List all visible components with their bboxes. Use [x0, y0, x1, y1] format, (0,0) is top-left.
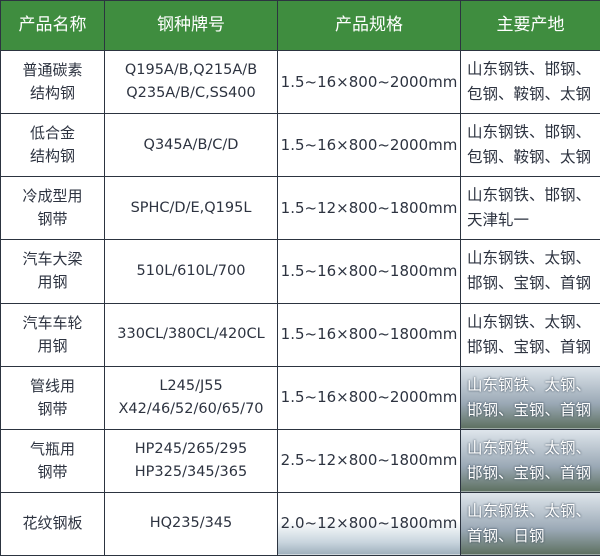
steel-grade-cell-line: X42/46/52/60/65/70: [118, 400, 264, 417]
steel-grade-cell-line: SPHC/D/E,Q195L: [130, 199, 252, 216]
origin-cell: 山东钢铁、邯钢、 包钢、鞍钢、太钢: [460, 49, 600, 115]
steel-grade-cell-line: Q345A/B/C/D: [143, 136, 239, 153]
header-product-spec: 产品规格: [277, 0, 461, 51]
origin-cell-line: 山东钢铁、邯钢、: [467, 186, 592, 205]
product-name-cell: 普通碳素 结构钢: [0, 49, 105, 115]
product-name-cell: 气瓶用 钢带: [0, 428, 105, 493]
product-name-cell-line: 钢带: [37, 462, 68, 481]
origin-cell-line: 山东钢铁、太钢、: [467, 438, 592, 457]
origin-cell-line: 邯钢、宝钢、首钢: [467, 337, 592, 356]
origin-cell: 山东钢铁、太钢、 邯钢、宝钢、首钢: [460, 239, 600, 304]
origin-cell-line: 山东钢铁、太钢、: [467, 312, 592, 331]
steel-grade-cell: L245/J55 X42/46/52/60/65/70: [104, 365, 278, 430]
origin-cell-line: 邯钢、宝钢、首钢: [467, 274, 592, 293]
steel-grade-cell: 510L/610L/700: [104, 239, 278, 304]
steel-grade-cell-line: HQ235/345: [149, 515, 233, 532]
steel-grade-cell: 330CL/380CL/420CL: [104, 302, 278, 367]
steel-grade-cell-line: HP245/265/295: [134, 440, 248, 457]
origin-cell: 山东钢铁、太钢、 邯钢、宝钢、首钢: [460, 302, 600, 367]
origin-cell: 山东钢铁、太钢、 首钢、日钢: [460, 491, 600, 556]
origin-cell-line: 山东钢铁、太钢、: [467, 501, 592, 520]
steel-grade-cell-line: Q195A/B,Q215A/B: [124, 62, 258, 79]
table-row: 低合金 结构钢 Q345A/B/C/D 1.5~16×800~2000mm 山东钢铁、邯…: [0, 113, 600, 178]
table-row: 汽车车轮用钢 330CL/380CL/420CL 1.5~16×800~1800mm…: [0, 302, 600, 367]
product-name-cell-line: 低合金: [29, 124, 75, 143]
origin-cell-line: 包钢、鞍钢、太钢: [467, 148, 592, 167]
product-name-cell-line: 汽车车轮: [22, 313, 83, 332]
header-product-name: 产品名称: [0, 0, 105, 51]
product-name-cell-line: 用钢: [37, 336, 68, 355]
steel-grade-cell: HP245/265/295 HP325/345/365: [104, 428, 278, 493]
steel-grade-cell-line: L245/J55: [159, 377, 223, 394]
origin-cell: 山东钢铁、太钢、 邯钢、宝钢、首钢: [460, 365, 600, 430]
header-row: 产品名称 钢种牌号 产品规格 主要产地: [0, 0, 600, 51]
product-name-cell-line: 花纹钢板: [22, 514, 83, 533]
product-spec-cell: 2.5~12×800~1800mm: [277, 428, 461, 493]
steel-grade-cell-line: HP325/345/365: [134, 463, 248, 480]
product-name-cell-line: 结构钢: [29, 84, 75, 103]
product-name-cell: 汽车车轮 用钢: [0, 302, 105, 367]
product-name-cell-line: 结构钢: [29, 147, 75, 166]
header-steel-grade: 钢种牌号: [104, 0, 278, 51]
product-name-cell: 汽车大梁 用钢: [0, 239, 105, 304]
product-name-cell: 管线用 钢带: [0, 365, 105, 430]
product-name-cell: 花纹钢板: [0, 491, 105, 556]
product-spec-cell: 1.5~16×800~1800mm: [277, 302, 461, 367]
origin-cell-line: 邯钢、宝钢、首钢: [467, 400, 592, 419]
steel-grade-cell-line: Q235A/B/C,SS400: [126, 85, 256, 102]
product-spec-cell: 2.0~12×800~1800mm: [277, 491, 461, 556]
product-spec-cell: 1.5~16×800~2000mm: [277, 365, 461, 430]
product-spec-cell: 1.5~16×800~1800mm: [277, 239, 461, 304]
product-name-cell-line: 钢带: [37, 399, 68, 418]
table-row: 管线用钢带 L245/J55 X42/46/52/60/65/70 1.5~16×80…: [0, 365, 600, 430]
product-name-cell-line: 普通碳素: [22, 61, 83, 80]
origin-cell-line: 山东钢铁、邯钢、: [467, 123, 592, 142]
product-name-cell: 低合金 结构钢: [0, 113, 105, 178]
origin-cell: 山东钢铁、邯钢、 天津轧一: [460, 176, 600, 241]
product-name-cell-line: 汽车大梁: [22, 250, 83, 269]
product-spec-cell: 1.5~16×800~2000mm: [277, 113, 461, 178]
table-row: 冷成型用 钢带 SPHC/D/E,Q195L 1.5~12×800~1800mm 山东钢…: [0, 176, 600, 241]
product-name-cell-line: 钢带: [37, 210, 68, 229]
table-row: 普通碳素结构钢 Q195A/B,Q215A/B Q235A/B/C,SS400 1.5…: [0, 49, 600, 115]
product-spec-cell: 1.5~12×800~1800mm: [277, 176, 461, 241]
product-name-cell-line: 用钢: [37, 273, 68, 292]
origin-cell-line: 山东钢铁、太钢、: [467, 375, 592, 394]
steel-grade-cell: SPHC/D/E,Q195L: [104, 176, 278, 241]
product-name-cell-line: 冷成型用: [22, 187, 83, 206]
origin-cell-line: 山东钢铁、邯钢、: [467, 60, 592, 79]
header-main-origin: 主要产地: [460, 0, 600, 51]
table-row: 花纹钢板 HQ235/345 2.0~12×800~1800mm 山东钢铁、太钢、 首钢…: [0, 491, 600, 556]
steel-grade-cell: Q345A/B/C/D: [104, 113, 278, 178]
origin-cell-line: 首钢、日钢: [467, 526, 545, 545]
origin-cell-line: 天津轧一: [467, 211, 530, 230]
table-row: 气瓶用钢带 HP245/265/295 HP325/345/365 2.5~12×80…: [0, 428, 600, 493]
steel-grade-cell-line: 510L/610L/700: [136, 262, 246, 279]
steel-grade-cell: HQ235/345: [104, 491, 278, 556]
product-name-cell-line: 气瓶用: [29, 439, 75, 458]
product-name-cell-line: 管线用: [29, 376, 75, 395]
steel-grade-cell-line: 330CL/380CL/420CL: [117, 326, 265, 343]
product-spec-cell: 1.5~16×800~2000mm: [277, 49, 461, 115]
product-name-cell: 冷成型用 钢带: [0, 176, 105, 241]
table-row: 汽车大梁 用钢 510L/610L/700 1.5~16×800~1800mm 山东钢铁…: [0, 239, 600, 304]
steel-grade-cell: Q195A/B,Q215A/B Q235A/B/C,SS400: [104, 49, 278, 115]
origin-cell-line: 邯钢、宝钢、首钢: [467, 463, 592, 482]
origin-cell: 山东钢铁、太钢、 邯钢、宝钢、首钢: [460, 428, 600, 493]
origin-cell-line: 山东钢铁、太钢、: [467, 249, 592, 268]
origin-cell-line: 包钢、鞍钢、太钢: [467, 85, 592, 104]
origin-cell: 山东钢铁、邯钢、 包钢、鞍钢、太钢: [460, 113, 600, 178]
